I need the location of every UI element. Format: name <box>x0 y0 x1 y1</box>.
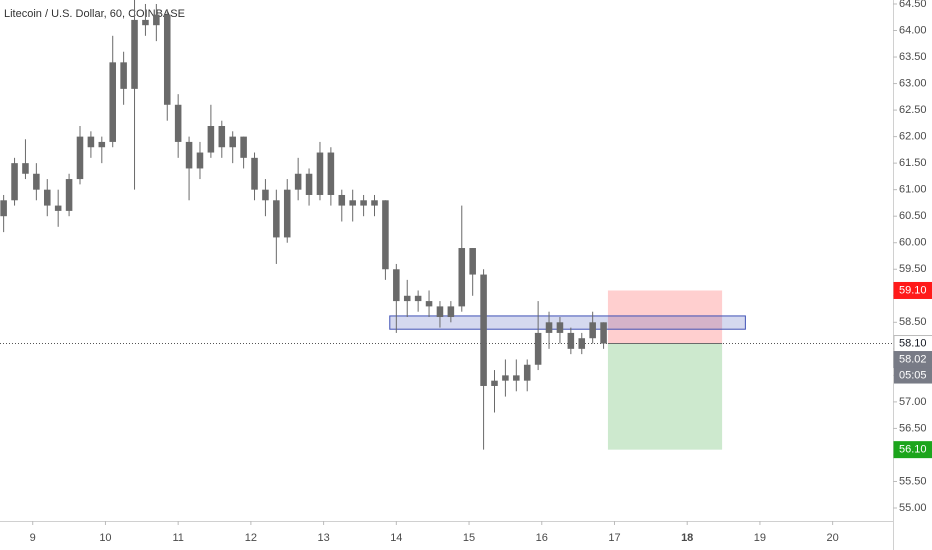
candle-body <box>414 295 422 302</box>
candle-body <box>458 248 466 307</box>
candle-body <box>76 136 84 180</box>
candle-body <box>403 295 411 302</box>
price-tag-label: 59.10 <box>899 284 927 296</box>
y-tick-label: 60.50 <box>899 210 927 222</box>
y-tick-label: 63.50 <box>899 51 927 63</box>
x-tick-label: 19 <box>754 532 766 544</box>
candle-body <box>567 332 575 349</box>
candle-body <box>240 136 247 158</box>
candle-body <box>251 157 258 190</box>
y-tick-label: 56.50 <box>899 422 927 434</box>
x-tick-label: 18 <box>681 532 693 544</box>
candle-body <box>425 301 433 307</box>
candle-body <box>87 136 95 148</box>
y-tick-label: 61.50 <box>899 157 927 169</box>
candle-body <box>534 332 542 365</box>
x-tick-label: 11 <box>172 532 183 544</box>
candle-body <box>316 152 324 195</box>
candle-body <box>556 322 564 333</box>
candle-body <box>523 364 531 381</box>
candle-body <box>163 14 171 105</box>
candle-body <box>262 189 269 201</box>
y-tick-label: 60.00 <box>899 237 927 249</box>
candle-body <box>54 205 62 211</box>
y-tick-label: 57.00 <box>899 396 927 408</box>
x-tick-label: 9 <box>30 532 36 544</box>
candle-body <box>600 322 607 344</box>
stop-zone <box>607 290 723 344</box>
candle-body <box>491 380 498 386</box>
x-tick-label: 10 <box>99 532 111 544</box>
candle-body <box>283 189 291 238</box>
y-tick-label: 61.00 <box>899 184 927 196</box>
candle-body <box>589 322 596 339</box>
x-tick-label: 16 <box>536 532 548 544</box>
y-tick-label: 62.00 <box>899 131 927 143</box>
candle-body <box>33 173 40 190</box>
candle-body <box>393 269 400 302</box>
price-tag-label: 58.10 <box>899 337 927 349</box>
x-tick-label: 14 <box>390 532 402 544</box>
x-tick-label: 13 <box>317 532 329 544</box>
candle-body <box>120 62 127 89</box>
y-tick-label: 64.00 <box>899 24 927 36</box>
y-tick-label: 55.50 <box>899 475 927 487</box>
countdown-label: 05:05 <box>899 369 927 381</box>
candle-body <box>469 248 476 275</box>
candle-body <box>229 136 236 148</box>
candle-body <box>207 126 215 153</box>
price-tag-label: 58.02 <box>899 353 927 365</box>
y-tick-label: 63.00 <box>899 77 927 89</box>
countdown-tag <box>894 367 932 384</box>
support-zone <box>389 315 746 330</box>
candle-body <box>43 189 51 206</box>
x-tick-label: 20 <box>827 532 839 544</box>
y-tick-label: 64.50 <box>899 0 927 10</box>
candle-body <box>22 163 29 174</box>
candle-body <box>65 179 73 211</box>
chart-title: Litecoin / U.S. Dollar, 60, COINBASE <box>4 8 185 20</box>
candle-body <box>131 19 138 89</box>
candle-body <box>153 14 160 26</box>
candle-body <box>447 306 455 318</box>
candle-body <box>174 104 182 142</box>
candle-body <box>349 200 356 206</box>
candle-body <box>196 152 204 169</box>
candle-body <box>371 200 378 206</box>
candle-body <box>305 173 313 195</box>
x-tick-label: 15 <box>463 532 475 544</box>
candle-body <box>109 62 116 142</box>
price-tag-label: 56.10 <box>899 444 927 456</box>
x-tick-label: 12 <box>245 532 257 544</box>
y-tick-label: 62.50 <box>899 104 927 116</box>
y-tick-label: 55.00 <box>899 502 927 514</box>
y-tick-label: 58.50 <box>899 316 927 328</box>
target-zone <box>607 343 723 450</box>
candle-body <box>545 322 553 333</box>
candle-body <box>382 200 389 270</box>
price-tag <box>893 281 932 299</box>
candle-body <box>578 338 586 349</box>
candle-body <box>480 274 487 386</box>
candle-body <box>360 200 367 206</box>
price-tag <box>893 441 932 459</box>
candle-body <box>98 141 106 148</box>
candle-body <box>327 152 335 195</box>
y-tick-label: 59.50 <box>899 263 927 275</box>
candle-body <box>11 163 18 201</box>
candle-body <box>142 19 149 26</box>
candle-body <box>0 200 7 217</box>
candle-body <box>273 200 280 238</box>
candle-body <box>436 306 444 318</box>
candle-body <box>513 375 520 381</box>
candle-body <box>294 173 302 190</box>
candle-body <box>338 194 346 206</box>
candle-body <box>218 126 226 148</box>
candle-body <box>185 141 193 169</box>
candle-body <box>502 375 509 381</box>
x-tick-label: 17 <box>608 532 620 544</box>
